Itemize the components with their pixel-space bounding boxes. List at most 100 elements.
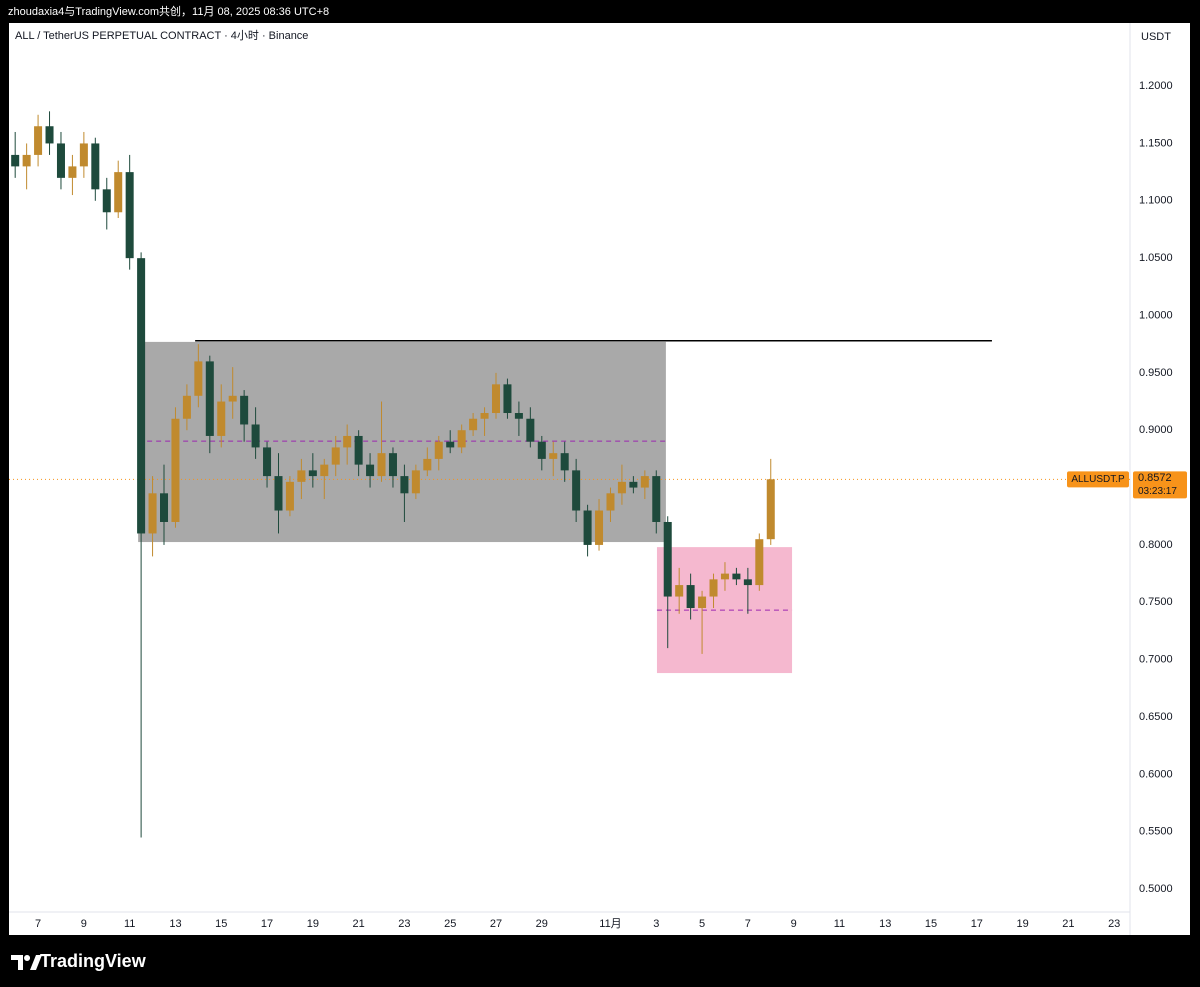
- price-tag-countdown: 03:23:17: [1138, 486, 1177, 497]
- candle-body: [114, 172, 123, 213]
- y-tick-label: 1.2000: [1139, 80, 1173, 92]
- candle-body: [160, 493, 169, 522]
- symbol-tag: [1067, 471, 1129, 488]
- candle-body: [434, 441, 443, 459]
- candle-body: [343, 435, 352, 448]
- symbol-tag-text: ALLUSDT.P: [1071, 474, 1125, 485]
- y-tick-label: 0.7000: [1139, 654, 1173, 666]
- x-tick-label: 15: [925, 918, 937, 930]
- x-tick-label: 15: [215, 918, 227, 930]
- candle-body: [411, 470, 420, 494]
- candle-body: [480, 413, 489, 419]
- x-tick-label: 17: [261, 918, 273, 930]
- candle-body: [606, 493, 615, 511]
- candle-body: [503, 384, 512, 414]
- candle-body: [240, 395, 249, 425]
- x-tick-label: 11月: [599, 918, 621, 930]
- x-tick-label: 11: [834, 918, 845, 930]
- candle-body: [583, 510, 592, 545]
- candle-body: [194, 361, 203, 396]
- y-tick-label: 0.5500: [1139, 826, 1173, 838]
- candle-body: [537, 441, 546, 459]
- candle-body: [595, 510, 604, 545]
- y-tick-label: 0.8000: [1139, 539, 1173, 551]
- price-tag-value: 0.8572: [1138, 472, 1172, 484]
- y-tick-label: 0.5000: [1139, 883, 1173, 895]
- symbol-title: ALL / TetherUS PERPETUAL CONTRACT · 4小时 …: [15, 29, 308, 42]
- candle-body: [400, 476, 409, 494]
- candle-body: [297, 470, 306, 482]
- candle-body: [526, 418, 535, 442]
- candle-body: [640, 476, 649, 488]
- y-tick-label: 1.1500: [1139, 137, 1173, 149]
- candle-body: [743, 579, 752, 586]
- candle-body: [228, 395, 237, 402]
- candle-body: [251, 424, 260, 448]
- x-tick-label: 19: [1016, 918, 1028, 930]
- x-tick-label: 23: [1108, 918, 1120, 930]
- candle-body: [366, 464, 375, 477]
- x-tick-label: 23: [398, 918, 410, 930]
- x-tick-label: 11: [124, 918, 135, 930]
- y-tick-label: 0.6000: [1139, 768, 1173, 780]
- candle-body: [263, 447, 272, 477]
- price-tag: [1133, 471, 1187, 499]
- candle-body: [377, 453, 386, 477]
- x-tick-label: 5: [699, 918, 705, 930]
- candle-body: [720, 573, 729, 580]
- y-tick-label: 1.0500: [1139, 252, 1173, 264]
- y-tick-label: 0.9000: [1139, 424, 1173, 436]
- candle-body: [617, 481, 626, 494]
- candle-body: [102, 189, 111, 213]
- candle-body: [686, 585, 695, 609]
- candle-body: [68, 166, 77, 178]
- axis-unit: USDT: [1141, 31, 1171, 43]
- x-tick-label: 25: [444, 918, 456, 930]
- y-tick-label: 0.7500: [1139, 596, 1173, 608]
- candle-body: [549, 453, 558, 459]
- x-tick-label: 7: [35, 918, 41, 930]
- candle-body: [388, 453, 397, 477]
- x-tick-label: 9: [791, 918, 797, 930]
- candle-body: [285, 481, 294, 511]
- candle-body: [709, 579, 718, 597]
- candle-body: [11, 154, 20, 167]
- candle-body: [572, 470, 581, 511]
- candle-body: [320, 464, 329, 477]
- candle-body: [663, 521, 672, 597]
- candle-body: [675, 585, 684, 597]
- candle-body: [148, 493, 157, 534]
- candle-body: [308, 470, 317, 477]
- x-tick-label: 13: [169, 918, 181, 930]
- x-tick-label: 13: [879, 918, 891, 930]
- candle-body: [125, 172, 134, 259]
- candle-body: [514, 413, 523, 419]
- candle-body: [22, 154, 31, 167]
- candle-body: [137, 258, 146, 534]
- candle-body: [354, 435, 363, 465]
- attribution: zhoudaxia4与TradingView.com共创，11月 08, 202…: [8, 5, 329, 18]
- candle-body: [205, 361, 214, 436]
- candle-body: [56, 143, 65, 178]
- x-tick-label: 21: [353, 918, 365, 930]
- y-tick-label: 0.6500: [1139, 711, 1173, 723]
- x-tick-label: 3: [653, 918, 659, 930]
- candle-body: [423, 458, 432, 471]
- x-tick-label: 29: [536, 918, 548, 930]
- candle-body: [217, 401, 226, 436]
- candle-body: [171, 418, 180, 522]
- x-tick-label: 19: [307, 918, 319, 930]
- brand-name: TradingView: [40, 951, 147, 971]
- candle-body: [698, 596, 707, 609]
- x-tick-label: 17: [971, 918, 983, 930]
- candle-body: [79, 143, 88, 167]
- candle-body: [766, 479, 775, 540]
- candle-body: [755, 539, 764, 586]
- candle-body: [182, 395, 191, 419]
- y-tick-label: 0.9500: [1139, 367, 1173, 379]
- y-tick-label: 1.1000: [1139, 195, 1173, 207]
- candle-body: [732, 573, 741, 580]
- candle-body: [274, 476, 283, 511]
- x-tick-label: 7: [745, 918, 751, 930]
